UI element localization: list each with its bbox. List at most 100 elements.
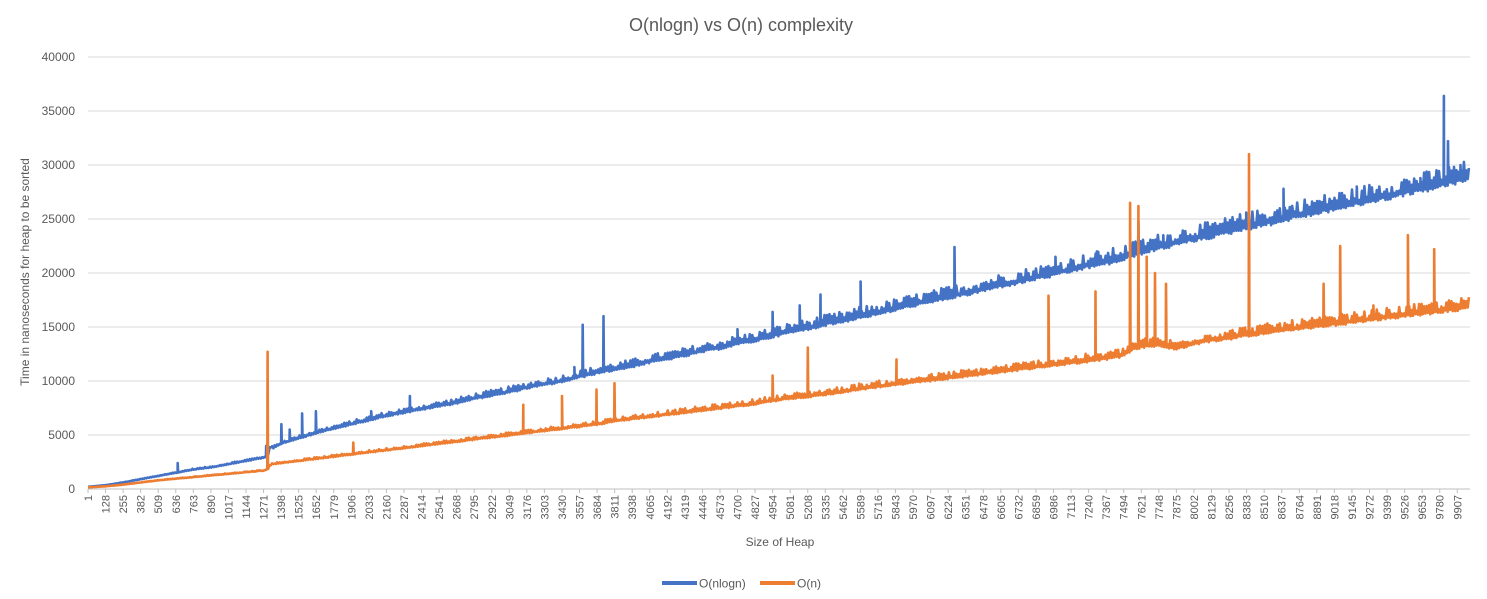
x-tick-label: 1017 (223, 495, 235, 519)
x-tick-label: 2033 (364, 495, 376, 519)
series-lines (87, 94, 1471, 489)
gridlines (88, 56, 1470, 490)
x-tick-label: 128 (101, 495, 113, 513)
y-axis-ticks: 0 5000 10000 15000 20000 25000 30000 35000 40000 (42, 50, 76, 496)
x-tick-label: 8637 (1277, 495, 1289, 519)
x-tick-label: 763 (188, 495, 200, 513)
x-tick-label: 5970 (908, 495, 920, 519)
x-tick-label: 7494 (1119, 495, 1131, 519)
y-tick-label: 5000 (48, 428, 75, 442)
x-tick-label: 6478 (978, 495, 990, 519)
x-tick-label: 6859 (1031, 495, 1043, 519)
x-tick-label: 6224 (943, 495, 955, 519)
x-tick-label: 9399 (1382, 495, 1394, 519)
x-tick-label: 8129 (1207, 495, 1219, 519)
x-tick-label: 4319 (680, 495, 692, 519)
series-line-nlogn (87, 94, 1471, 489)
y-tick-label: 10000 (42, 374, 76, 388)
y-tick-label: 25000 (42, 212, 76, 226)
x-tick-label: 5208 (803, 495, 815, 519)
x-tick-label: 2922 (487, 495, 499, 519)
x-tick-label: 1525 (294, 495, 306, 519)
x-tick-label: 3176 (522, 495, 534, 519)
x-tick-label: 3938 (627, 495, 639, 519)
x-tick-label: 509 (153, 495, 165, 513)
x-tick-label: 2795 (469, 495, 481, 519)
x-tick-label: 890 (206, 495, 218, 513)
x-tick-label: 382 (136, 495, 148, 513)
x-tick-label: 4065 (645, 495, 657, 519)
x-tick-label: 4700 (733, 495, 745, 519)
y-tick-label: 0 (68, 482, 75, 496)
x-tick-label: 9145 (1347, 495, 1359, 519)
x-tick-label: 8002 (1189, 495, 1201, 519)
x-axis-ticks: 1 128 255 382 509 636 763 890 1017 1144 1271 1398 15… (83, 489, 1464, 519)
x-tick-label: 8510 (1259, 495, 1271, 519)
x-tick-label: 5843 (891, 495, 903, 519)
x-tick-label: 636 (171, 495, 183, 513)
x-tick-label: 2160 (381, 495, 393, 519)
x-tick-label: 3430 (557, 495, 569, 519)
legend-label-nlogn: O(nlogn) (699, 577, 746, 591)
x-tick-label: 3303 (539, 495, 551, 519)
x-tick-label: 6351 (961, 495, 973, 519)
x-tick-label: 2287 (399, 495, 411, 519)
x-tick-label: 6605 (996, 495, 1008, 519)
x-tick-label: 1906 (346, 495, 358, 519)
x-tick-label: 8383 (1242, 495, 1254, 519)
x-tick-label: 7367 (1101, 495, 1113, 519)
x-tick-label: 3049 (504, 495, 516, 519)
x-tick-label: 4192 (662, 495, 674, 519)
x-tick-label: 5462 (838, 495, 850, 519)
x-tick-label: 8891 (1312, 495, 1324, 519)
x-tick-label: 2541 (434, 495, 446, 519)
x-tick-label: 3811 (610, 495, 622, 519)
x-tick-label: 1144 (241, 495, 253, 519)
x-tick-label: 5589 (855, 495, 867, 519)
x-tick-label: 2668 (452, 495, 464, 519)
x-tick-label: 9018 (1329, 495, 1341, 519)
chart-title: O(nlogn) vs O(n) complexity (629, 15, 853, 35)
x-tick-label: 1271 (259, 495, 271, 519)
x-tick-label: 7240 (1084, 495, 1096, 519)
x-tick-label: 9526 (1400, 495, 1412, 519)
legend-label-n: O(n) (797, 577, 821, 591)
x-tick-label: 9907 (1452, 495, 1464, 519)
x-tick-label: 6732 (1013, 495, 1025, 519)
y-tick-label: 20000 (42, 266, 76, 280)
x-tick-label: 3557 (575, 495, 587, 519)
x-tick-label: 4827 (750, 495, 762, 519)
x-tick-label: 9272 (1365, 495, 1377, 519)
x-tick-label: 7113 (1066, 495, 1078, 519)
y-tick-label: 35000 (42, 104, 76, 118)
x-tick-label: 1779 (329, 495, 341, 519)
x-tick-label: 4446 (697, 495, 709, 519)
y-tick-label: 40000 (42, 50, 76, 64)
x-tick-label: 1 (83, 495, 95, 501)
series-line-n (87, 152, 1471, 489)
x-tick-label: 5081 (785, 495, 797, 519)
x-axis-title: Size of Heap (746, 535, 815, 549)
x-tick-label: 7748 (1154, 495, 1166, 519)
x-tick-label: 6097 (926, 495, 938, 519)
x-tick-label: 6986 (1049, 495, 1061, 519)
x-tick-label: 8764 (1294, 495, 1306, 519)
y-tick-label: 15000 (42, 320, 76, 334)
x-tick-label: 7621 (1136, 495, 1148, 519)
x-tick-label: 255 (118, 495, 130, 513)
x-tick-label: 4954 (768, 495, 780, 519)
x-tick-label: 7875 (1171, 495, 1183, 519)
x-tick-label: 9653 (1417, 495, 1429, 519)
legend: O(nlogn) O(n) (662, 577, 821, 591)
y-axis-title: Time in nanoseconds for heap to be sorte… (18, 158, 32, 386)
x-tick-label: 1398 (276, 495, 288, 519)
x-tick-label: 3684 (592, 495, 604, 519)
y-tick-label: 30000 (42, 158, 76, 172)
x-tick-label: 5716 (873, 495, 885, 519)
x-tick-label: 8256 (1224, 495, 1236, 519)
x-tick-label: 2414 (417, 495, 429, 519)
x-tick-label: 1652 (311, 495, 323, 519)
x-tick-label: 4573 (715, 495, 727, 519)
x-tick-label: 9780 (1435, 495, 1447, 519)
